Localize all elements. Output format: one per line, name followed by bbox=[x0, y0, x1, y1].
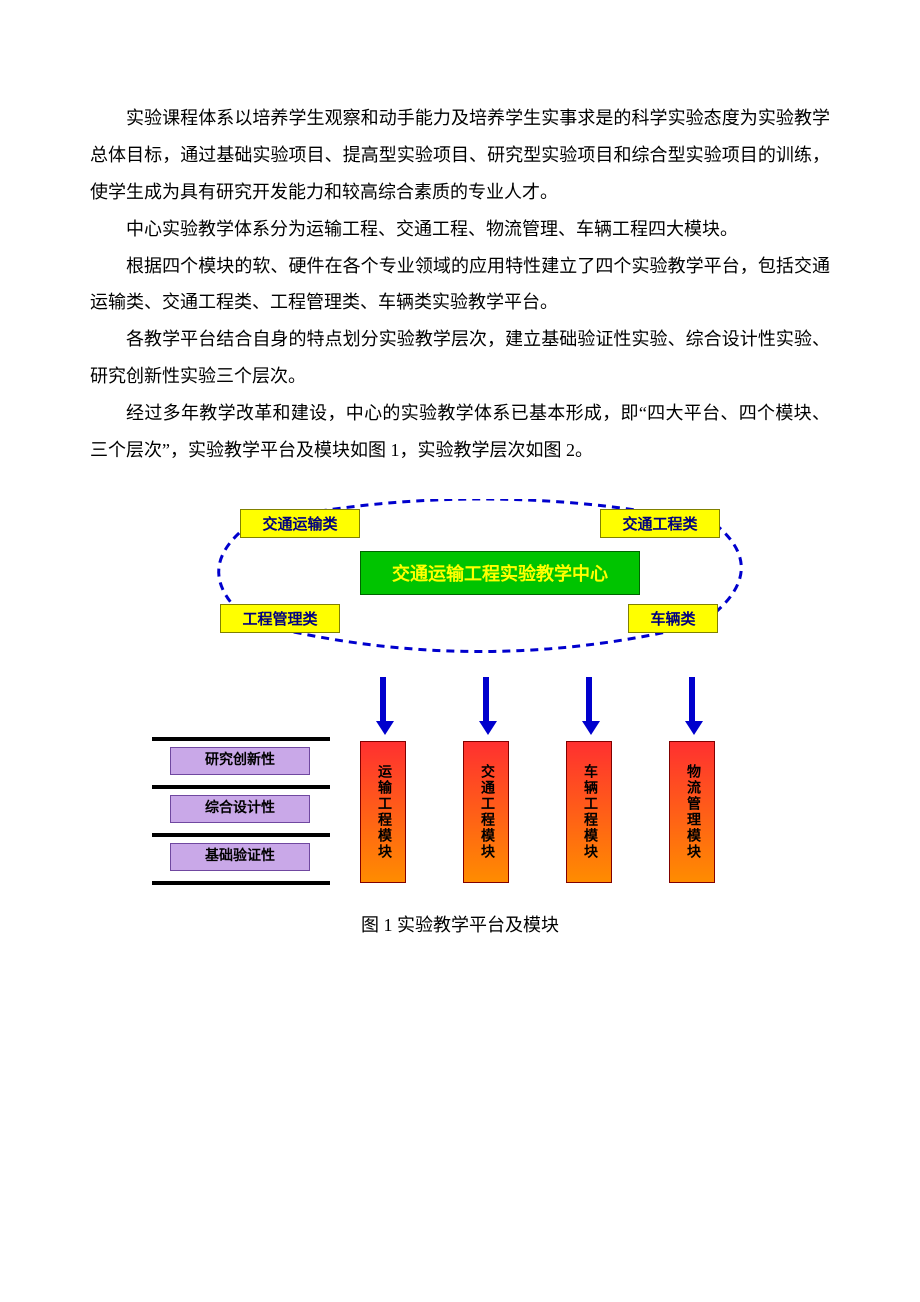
paragraph: 经过多年教学改革和建设，中心的实验教学体系已基本形成，即“四大平台、四个模块、三… bbox=[90, 395, 830, 469]
level-divider bbox=[152, 737, 330, 741]
platform-box: 交通工程类 bbox=[600, 509, 720, 538]
platform-box: 工程管理类 bbox=[220, 604, 340, 633]
module-box: 车辆工程模块 bbox=[566, 741, 612, 883]
platform-box: 交通运输类 bbox=[240, 509, 360, 538]
down-arrow-icon bbox=[582, 677, 596, 735]
center-box: 交通运输工程实验教学中心 bbox=[360, 551, 640, 595]
level-box: 综合设计性 bbox=[170, 795, 310, 823]
platform-box: 车辆类 bbox=[628, 604, 718, 633]
paragraph: 各教学平台结合自身的特点划分实验教学层次，建立基础验证性实验、综合设计性实验、研… bbox=[90, 321, 830, 395]
down-arrow-icon bbox=[479, 677, 493, 735]
down-arrow-icon bbox=[685, 677, 699, 735]
level-box: 基础验证性 bbox=[170, 843, 310, 871]
paragraph: 根据四个模块的软、硬件在各个专业领域的应用特性建立了四个实验教学平台，包括交通运… bbox=[90, 248, 830, 322]
module-box: 物流管理模块 bbox=[669, 741, 715, 883]
down-arrow-icon bbox=[376, 677, 390, 735]
figure-caption: 图 1 实验教学平台及模块 bbox=[90, 911, 830, 937]
figure-1-diagram: 交通运输类 交通工程类 工程管理类 车辆类 交通运输工程实验教学中心 运输工程模… bbox=[160, 499, 760, 899]
paragraph: 中心实验教学体系分为运输工程、交通工程、物流管理、车辆工程四大模块。 bbox=[90, 211, 830, 248]
level-divider bbox=[152, 881, 330, 885]
module-box: 交通工程模块 bbox=[463, 741, 509, 883]
module-box: 运输工程模块 bbox=[360, 741, 406, 883]
paragraph: 实验课程体系以培养学生观察和动手能力及培养学生实事求是的科学实验态度为实验教学总… bbox=[90, 100, 830, 211]
level-divider bbox=[152, 833, 330, 837]
level-divider bbox=[152, 785, 330, 789]
level-box: 研究创新性 bbox=[170, 747, 310, 775]
